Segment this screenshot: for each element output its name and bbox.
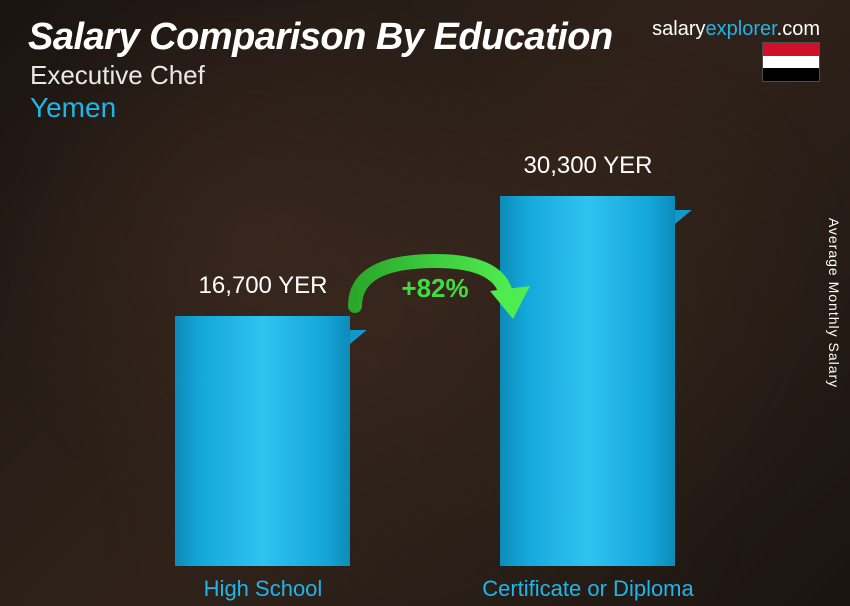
increase-percent: +82% [401, 273, 468, 304]
flag-stripe-red [763, 43, 819, 56]
increase-arrow: +82% [335, 251, 535, 351]
bar-front-face [175, 316, 350, 566]
bar-category-label: High School [113, 576, 413, 602]
bar-3d [175, 316, 350, 566]
bar-value-label: 30,300 YER [463, 152, 713, 180]
flag-stripe-white [763, 56, 819, 69]
brand-suffix: .com [777, 18, 820, 40]
chart-area: 16,700 YER High School 30,300 YER Certif… [0, 126, 850, 606]
page-title: Salary Comparison By Education [28, 16, 613, 59]
brand-logo: salaryexplorer.com [652, 18, 820, 41]
flag-stripe-black [763, 68, 819, 81]
flag-icon [762, 42, 820, 82]
content-layer: Salary Comparison By Education Executive… [0, 0, 850, 606]
country-name: Yemen [30, 92, 116, 124]
job-title: Executive Chef [30, 60, 205, 91]
bar-category-label: Certificate or Diploma [438, 576, 738, 602]
brand-highlight: explorer [706, 18, 777, 40]
bar-high-school: 16,700 YER High School [175, 316, 350, 566]
brand-prefix: salary [652, 18, 705, 40]
